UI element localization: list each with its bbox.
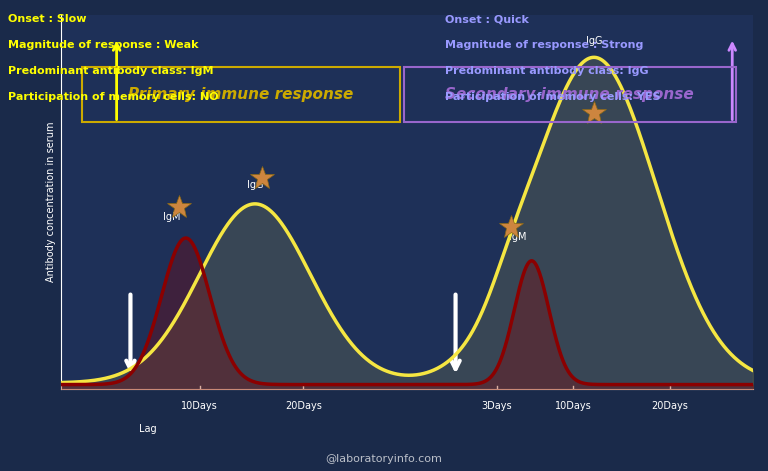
Text: IgM: IgM (509, 232, 527, 242)
Text: Participation of memory cells: NO: Participation of memory cells: NO (8, 92, 218, 102)
Text: Lag: Lag (139, 424, 157, 434)
Text: 10Days: 10Days (554, 401, 591, 411)
Text: Predominant antibody class: IgG: Predominant antibody class: IgG (445, 66, 649, 76)
Text: @laboratoryinfo.com: @laboratoryinfo.com (326, 454, 442, 463)
Text: Secondary immune response: Secondary immune response (445, 87, 694, 102)
Bar (82, 67, 400, 122)
Text: 20Days: 20Days (651, 401, 688, 411)
Text: Onset : Quick: Onset : Quick (445, 14, 529, 24)
Bar (404, 67, 736, 122)
Text: Onset : Slow: Onset : Slow (8, 14, 86, 24)
Text: Participation of memory cells: YES: Participation of memory cells: YES (445, 92, 661, 102)
Text: Magnitude of response : Weak: Magnitude of response : Weak (8, 40, 198, 50)
Text: Primary immune response: Primary immune response (128, 87, 354, 102)
Y-axis label: Antibody concentration in serum: Antibody concentration in serum (46, 122, 56, 283)
Text: IgM: IgM (164, 212, 180, 222)
Text: 3Days: 3Days (482, 401, 512, 411)
Text: IgG: IgG (247, 179, 263, 189)
Text: Predominant antibody class: IgM: Predominant antibody class: IgM (8, 66, 214, 76)
Text: 20Days: 20Days (285, 401, 322, 411)
Text: 10Days: 10Days (181, 401, 218, 411)
Text: Magnitude of response : Strong: Magnitude of response : Strong (445, 40, 644, 50)
Text: IgG: IgG (586, 36, 602, 46)
